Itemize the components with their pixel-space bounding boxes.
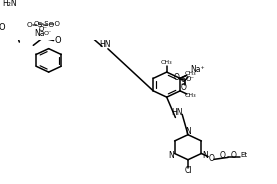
Text: S: S bbox=[181, 78, 185, 87]
Text: CH₃: CH₃ bbox=[161, 60, 173, 65]
Text: O=S=O: O=S=O bbox=[26, 22, 54, 28]
Text: O: O bbox=[231, 151, 237, 160]
Text: Cl: Cl bbox=[184, 166, 192, 175]
Text: O: O bbox=[209, 154, 214, 163]
Text: O⁻: O⁻ bbox=[39, 26, 48, 32]
Text: N: N bbox=[185, 127, 191, 136]
Text: CH₃: CH₃ bbox=[184, 93, 196, 98]
Text: O: O bbox=[180, 83, 186, 92]
Text: O⁻: O⁻ bbox=[185, 76, 194, 82]
Text: O: O bbox=[0, 23, 5, 32]
Text: Na⁺: Na⁺ bbox=[190, 65, 205, 74]
Text: N: N bbox=[168, 151, 174, 160]
Text: HN: HN bbox=[171, 107, 183, 116]
Text: O⁻: O⁻ bbox=[44, 31, 52, 36]
Text: O: O bbox=[219, 151, 225, 160]
Text: O=S=O: O=S=O bbox=[34, 21, 60, 27]
Text: O: O bbox=[173, 73, 179, 82]
Text: H₂N: H₂N bbox=[2, 0, 17, 8]
Text: N: N bbox=[202, 151, 208, 160]
Text: HN: HN bbox=[99, 40, 111, 49]
Text: CH₃: CH₃ bbox=[184, 71, 196, 76]
Text: Na: Na bbox=[34, 29, 45, 38]
Text: O: O bbox=[54, 36, 61, 45]
Text: Et: Et bbox=[240, 152, 247, 158]
